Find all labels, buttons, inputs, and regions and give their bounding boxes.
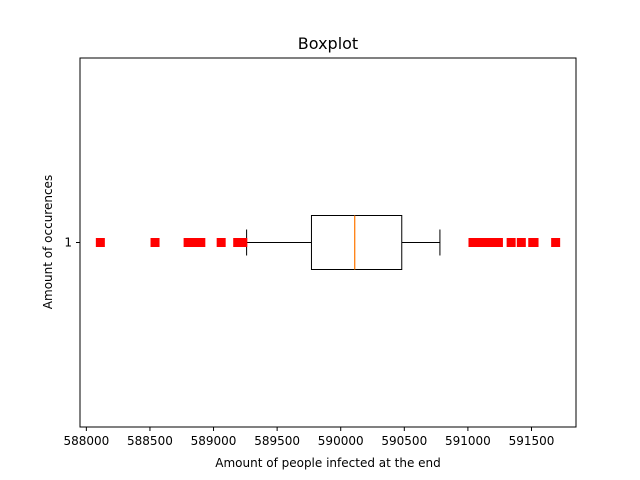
- outlier-point: [150, 238, 160, 247]
- y-tick-label: 1: [64, 236, 72, 250]
- outlier-point: [479, 238, 489, 247]
- outlier-point: [551, 238, 561, 247]
- outlier-point: [189, 238, 199, 247]
- x-tick-label: 590500: [381, 434, 427, 448]
- outlier-point: [516, 238, 526, 247]
- x-tick-label: 589500: [254, 434, 300, 448]
- outlier-point: [488, 238, 498, 247]
- x-tick-label: 588500: [127, 434, 173, 448]
- outlier-point: [95, 238, 105, 247]
- x-axis-label: Amount of people infected at the end: [215, 456, 441, 470]
- outlier-point: [183, 238, 193, 247]
- x-axis-ticks: 588000 588500 589000 589500 590000 590500 5910…: [63, 427, 554, 448]
- x-tick-label: 588000: [63, 434, 109, 448]
- outlier-point: [233, 238, 243, 247]
- x-tick-label: 591500: [509, 434, 555, 448]
- x-tick-label: 591000: [445, 434, 491, 448]
- outlier-point: [238, 238, 248, 247]
- x-tick-label: 589000: [191, 434, 237, 448]
- outlier-point: [529, 238, 539, 247]
- outlier-point: [506, 238, 516, 247]
- outlier-layer: [95, 238, 561, 247]
- y-axis-label: Amount of occurences: [41, 175, 55, 309]
- x-tick-label: 590000: [318, 434, 364, 448]
- outlier-point: [216, 238, 226, 247]
- y-axis-ticks: 1: [64, 236, 80, 250]
- outlier-point: [493, 238, 503, 247]
- outlier-point: [196, 238, 206, 247]
- iqr-box: [310, 215, 403, 270]
- chart-title: Boxplot: [298, 34, 358, 53]
- outlier-point: [468, 238, 478, 247]
- outlier-point: [474, 238, 484, 247]
